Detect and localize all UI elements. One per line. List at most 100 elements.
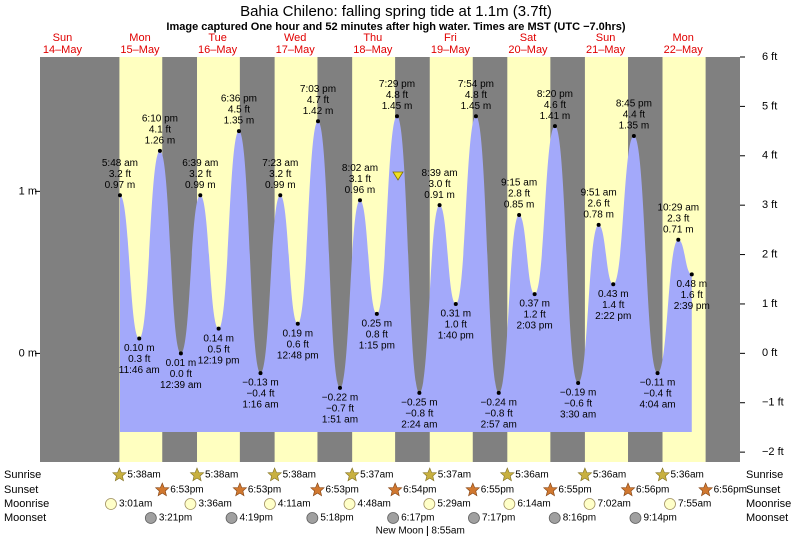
sunset-time: 6:55pm bbox=[558, 485, 591, 496]
moonrise-icon bbox=[184, 498, 197, 510]
moonrise-icon bbox=[503, 498, 516, 510]
chart-subtitle: Image captured One hour and 52 minutes a… bbox=[166, 21, 626, 33]
tide-height-label: 1.35 m bbox=[619, 121, 650, 132]
moonrise-time: 5:29am bbox=[437, 499, 470, 510]
moonset-time: 4:19pm bbox=[240, 513, 273, 524]
moonrise-time: 4:11am bbox=[278, 499, 311, 510]
sunset-time: 6:53pm bbox=[325, 485, 358, 496]
sunset-time: 6:56pm bbox=[714, 485, 747, 496]
tide-extreme bbox=[552, 124, 557, 129]
tide-time-label: 2:03 pm bbox=[517, 321, 553, 332]
tide-extreme bbox=[178, 351, 183, 356]
y-tick-label: 5 ft bbox=[762, 100, 777, 112]
sunset-icon bbox=[542, 482, 558, 497]
tide-time-label: 8:20 pm bbox=[537, 89, 573, 100]
moonrise-time: 3:01am bbox=[119, 499, 152, 510]
tide-height-label: 1.45 m bbox=[461, 101, 492, 112]
tide-height-label: −0.4 ft bbox=[246, 389, 274, 400]
moonset-icon bbox=[548, 512, 561, 524]
tide-height-label: 0.48 m bbox=[676, 279, 707, 290]
tide-extreme bbox=[596, 222, 601, 227]
y2-tick-label: 1 m bbox=[19, 185, 37, 197]
tide-time-label: 12:48 pm bbox=[277, 350, 319, 361]
moonset-icon bbox=[225, 512, 238, 524]
tide-height-label: −0.19 m bbox=[560, 388, 596, 399]
tide-time-label: 1:16 am bbox=[242, 400, 278, 411]
moonset-icon bbox=[629, 512, 642, 524]
tide-extreme bbox=[676, 237, 681, 242]
tide-extreme bbox=[374, 311, 379, 316]
tide-extreme bbox=[631, 134, 636, 139]
annotations: Sun14–MayMon15–MayTue16–MayWed17–MayThu1… bbox=[4, 32, 791, 537]
tide-time-label: 10:29 am bbox=[657, 202, 699, 213]
day-weekday: Sun bbox=[53, 32, 73, 44]
tide-extreme bbox=[357, 198, 362, 203]
tide-time-label: 7:23 am bbox=[262, 158, 298, 169]
tide-extreme bbox=[117, 193, 122, 198]
tide-height-label: 4.8 ft bbox=[465, 90, 487, 101]
sunrise-time: 5:36am bbox=[515, 470, 548, 481]
sunrise-icon bbox=[189, 467, 205, 482]
tide-height-label: 0.37 m bbox=[519, 299, 550, 310]
moonrise-time: 7:55am bbox=[678, 499, 711, 510]
tide-time-label: 6:10 pm bbox=[142, 113, 178, 124]
tide-time-label: 1:15 pm bbox=[359, 340, 395, 351]
moonset-time: 6:17pm bbox=[401, 513, 434, 524]
row-label: Moonset bbox=[4, 512, 46, 524]
tide-height-label: 0.99 m bbox=[265, 180, 296, 191]
day-date: 21–May bbox=[586, 44, 626, 56]
tide-height-label: 0.5 ft bbox=[207, 344, 229, 355]
tide-time-label: 4:04 am bbox=[639, 400, 675, 411]
row-label: Moonset bbox=[746, 512, 788, 524]
tide-time-label: 2:39 pm bbox=[674, 301, 710, 312]
tide-height-label: −0.13 m bbox=[242, 378, 278, 389]
day-weekday: Sat bbox=[520, 32, 537, 44]
day-date: 16–May bbox=[198, 44, 238, 56]
moonset-time: 5:18pm bbox=[320, 513, 353, 524]
day-weekday: Sun bbox=[596, 32, 616, 44]
current-level-marker bbox=[392, 171, 404, 181]
tide-extreme bbox=[258, 371, 263, 376]
y-tick-label: 1 ft bbox=[762, 298, 777, 310]
moonset-icon bbox=[144, 512, 157, 524]
day-date: 19–May bbox=[431, 44, 471, 56]
tide-height-label: 0.8 ft bbox=[366, 329, 388, 340]
tide-time-label: 8:39 am bbox=[421, 168, 457, 179]
day-date: 15–May bbox=[120, 44, 160, 56]
tide-height-label: −0.7 ft bbox=[326, 404, 354, 415]
tide-time-label: 9:51 am bbox=[581, 188, 617, 199]
tide-extreme bbox=[394, 114, 399, 119]
day-weekday: Thu bbox=[363, 32, 382, 44]
tide-height-label: 4.1 ft bbox=[149, 124, 171, 135]
moonrise-icon bbox=[583, 498, 596, 510]
tide-extreme bbox=[198, 193, 203, 198]
sunset-icon bbox=[310, 482, 325, 497]
moonrise-icon bbox=[423, 498, 436, 510]
y-tick-label: −1 ft bbox=[762, 397, 784, 409]
tide-extreme bbox=[278, 193, 283, 198]
tide-height-label: 3.2 ft bbox=[189, 169, 211, 180]
y-tick-label: 2 ft bbox=[762, 248, 777, 260]
tide-height-label: −0.6 ft bbox=[564, 399, 592, 410]
y2-tick-label: 0 m bbox=[19, 347, 37, 359]
day-weekday: Mon bbox=[672, 32, 693, 44]
tide-height-label: 0.43 m bbox=[598, 289, 629, 300]
tide-height-label: 0.25 m bbox=[362, 318, 393, 329]
tide-height-label: 0.01 m bbox=[166, 358, 197, 369]
moonset-time: 3:21pm bbox=[159, 513, 192, 524]
tide-time-label: 9:15 am bbox=[501, 178, 537, 189]
tide-extreme bbox=[295, 321, 300, 326]
tide-time-label: 3:30 am bbox=[560, 410, 596, 421]
day-weekday: Wed bbox=[284, 32, 306, 44]
row-label: Sunrise bbox=[746, 469, 783, 481]
sunrise-time: 5:36am bbox=[671, 470, 704, 481]
chart-title: Bahia Chileno: falling spring tide at 1.… bbox=[240, 3, 552, 20]
sunrise-icon bbox=[422, 467, 438, 482]
sunset-time: 6:54pm bbox=[403, 485, 436, 496]
tide-height-label: 0.97 m bbox=[105, 180, 136, 191]
tide-height-label: 0.31 m bbox=[440, 309, 471, 320]
moonrise-time: 6:14am bbox=[517, 499, 550, 510]
tide-height-label: 4.5 ft bbox=[228, 105, 250, 116]
tide-height-label: −0.22 m bbox=[322, 393, 358, 404]
y-tick-label: 0 ft bbox=[762, 347, 777, 359]
